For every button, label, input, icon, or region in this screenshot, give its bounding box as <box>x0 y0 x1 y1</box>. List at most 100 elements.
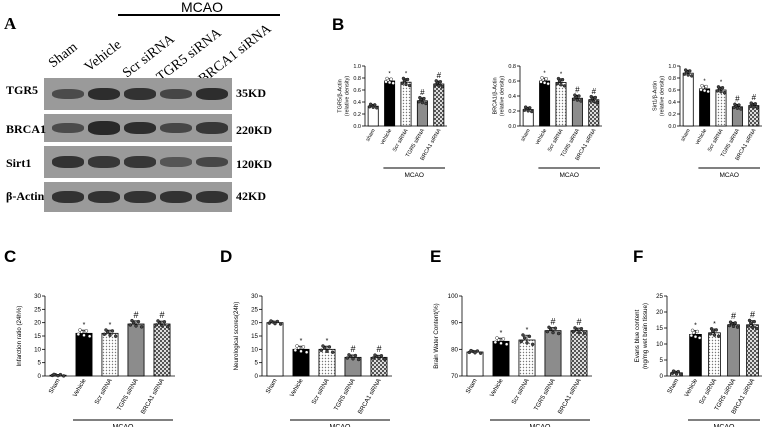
significance-mark: * <box>326 338 329 345</box>
data-point <box>697 336 702 340</box>
data-point <box>113 334 118 338</box>
mcao-group-label: MCAO <box>530 424 552 427</box>
data-point <box>368 102 373 107</box>
blot-band <box>124 156 156 168</box>
significance-mark: * <box>694 323 697 330</box>
y-tick-label: 0 <box>255 373 259 380</box>
y-tick-label: 90 <box>451 320 458 327</box>
y-tick-label: 0.0 <box>668 124 676 130</box>
y-tick-label: 0.8 <box>353 76 361 82</box>
y-tick-label: 15 <box>251 333 258 340</box>
category-label: Scr siRNA <box>93 377 114 406</box>
data-point <box>527 334 532 339</box>
data-point <box>379 354 384 358</box>
data-point <box>749 101 753 105</box>
data-point <box>438 80 443 84</box>
y-tick-label: 0.4 <box>353 100 361 106</box>
data-point <box>737 103 741 107</box>
y-tick-label: 25 <box>34 306 41 313</box>
data-point <box>76 332 81 336</box>
bar <box>715 89 727 127</box>
category-label: Scr siRNA <box>698 377 719 406</box>
data-point <box>401 76 406 81</box>
data-point <box>690 328 695 333</box>
data-point <box>473 351 477 355</box>
data-point <box>325 349 329 353</box>
data-point <box>84 329 89 333</box>
blot-band <box>88 190 120 204</box>
data-point <box>351 357 355 361</box>
data-point <box>702 88 707 93</box>
data-point <box>526 109 530 113</box>
data-point <box>371 356 376 360</box>
data-point <box>544 77 548 81</box>
data-point <box>542 81 547 85</box>
data-point <box>690 74 694 78</box>
data-point <box>716 334 721 338</box>
significance-mark: * <box>526 327 529 334</box>
blot-band <box>160 157 192 167</box>
bar <box>727 324 740 377</box>
significance-mark: # <box>575 85 580 94</box>
data-point <box>391 81 395 85</box>
significance-mark: * <box>300 338 303 345</box>
y-axis-label: Evans blue content <box>634 309 641 362</box>
category-label: sham <box>680 128 692 143</box>
significance-mark: * <box>388 72 391 78</box>
data-point <box>551 330 555 335</box>
data-point <box>293 348 298 352</box>
data-point <box>709 327 714 331</box>
data-point <box>676 369 680 374</box>
data-point <box>754 326 759 331</box>
data-point <box>87 334 92 338</box>
significance-mark: # <box>133 310 138 320</box>
bar <box>400 81 412 127</box>
mcao-bracket-line <box>118 14 280 16</box>
data-point <box>559 83 563 87</box>
data-point <box>304 350 309 354</box>
data-point <box>712 333 717 337</box>
category-label: vehicle <box>535 128 549 146</box>
category-label: Scr siRNA <box>707 128 725 153</box>
y-tick-label: 0.6 <box>508 79 516 85</box>
data-point <box>78 328 82 332</box>
protein-label-beta-actin: β-Actin <box>6 189 45 203</box>
data-point <box>689 333 694 338</box>
blot-band <box>160 122 192 134</box>
data-point <box>437 84 441 88</box>
category-label: Sham <box>465 378 479 396</box>
bar <box>127 323 145 377</box>
data-point <box>706 89 710 94</box>
y-axis-label: BRCA1/β-Actin <box>493 77 499 114</box>
data-point <box>162 320 167 324</box>
data-point <box>539 80 543 84</box>
data-point <box>82 333 86 337</box>
y-axis-label: (relative density) <box>660 76 666 117</box>
data-point <box>478 351 483 355</box>
mcao-group-label: MCAO <box>714 424 736 427</box>
kd-label-sirt1: 120KD <box>236 157 272 171</box>
category-label: TGR5 siRNA <box>333 377 357 412</box>
data-point <box>269 319 273 323</box>
protein-label-sirt1: Sirt1 <box>6 156 32 170</box>
bar <box>466 351 484 377</box>
data-point <box>299 349 303 353</box>
data-point <box>530 342 535 347</box>
bar <box>492 340 510 377</box>
data-point <box>589 94 593 99</box>
data-point <box>327 345 332 349</box>
data-point <box>387 80 392 85</box>
bar <box>708 332 721 377</box>
significance-mark: # <box>437 71 442 80</box>
kd-label-beta-actin: 42KD <box>236 189 266 203</box>
data-point <box>104 328 108 332</box>
data-point <box>499 341 503 345</box>
significance-mark: * <box>703 79 706 85</box>
kd-label-brca1: 220KD <box>236 123 272 137</box>
data-point <box>523 105 528 109</box>
data-point <box>375 106 379 110</box>
data-point <box>522 336 527 340</box>
data-point <box>700 83 704 88</box>
data-point <box>495 336 499 340</box>
